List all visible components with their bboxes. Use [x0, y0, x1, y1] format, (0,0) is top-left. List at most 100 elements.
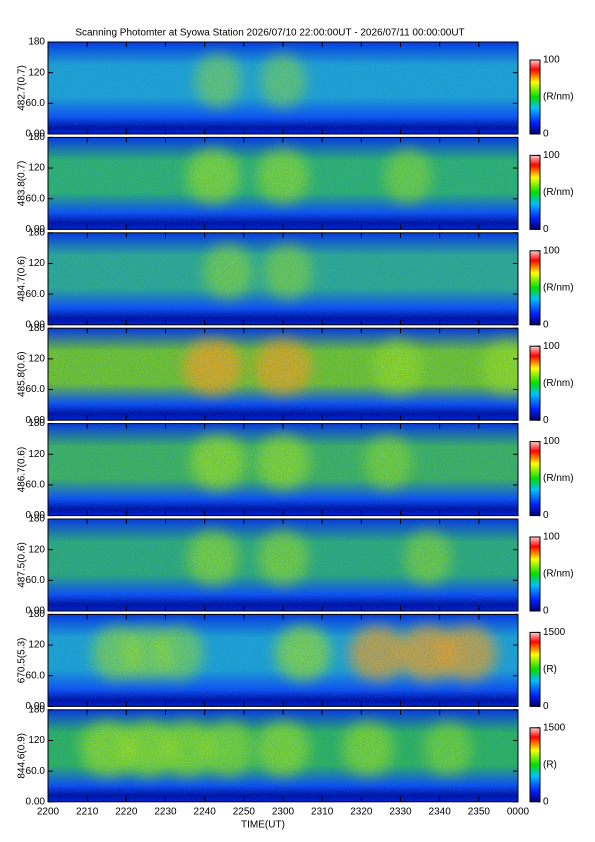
y-tick-label: 120	[28, 163, 45, 174]
y-tick-label: 60.0	[26, 289, 46, 300]
panel-image	[48, 519, 518, 611]
y-tick-label: 60.0	[26, 766, 46, 777]
colorbar-label: (R/nm)	[543, 378, 574, 389]
y-tick-label: 60.0	[26, 384, 46, 395]
y-axis-label: 844.6(0.9)	[17, 733, 28, 779]
colorbar	[529, 154, 541, 230]
y-axis-label: 484.7(0.6)	[17, 256, 28, 302]
y-axis-label: 486.7(0.6)	[17, 447, 28, 493]
colorbar	[529, 250, 541, 326]
colorbar	[529, 345, 541, 421]
y-tick-label: 180	[28, 323, 45, 334]
y-tick-label: 180	[28, 37, 45, 48]
colorbar-label: (R/nm)	[543, 92, 574, 103]
y-tick-label: 120	[28, 640, 45, 651]
x-tick-label: 2210	[76, 806, 99, 817]
y-tick-label: 60.0	[26, 98, 46, 109]
x-tick-label: 0000	[507, 806, 530, 817]
y-tick-label: 0.00	[26, 701, 46, 712]
y-axis-label: 670.5(5.3)	[17, 638, 28, 684]
y-tick-label: 0.00	[26, 796, 46, 807]
colorbar-tick-label: 100	[543, 55, 560, 66]
colorbar-tick-label: 1500	[543, 627, 566, 638]
colorbar-tick-label: 0	[543, 224, 549, 235]
speckle	[48, 137, 518, 230]
colorbar-tick-label: 100	[543, 245, 560, 256]
y-tick-label: 120	[28, 735, 45, 746]
y-tick-label: 120	[28, 354, 45, 365]
colorbar-label: (R)	[543, 759, 557, 770]
y-tick-label: 180	[28, 514, 45, 525]
y-tick-label: 120	[28, 544, 45, 555]
speckle	[48, 709, 518, 802]
y-tick-label: 180	[28, 609, 45, 620]
colorbar-tick-label: 0	[543, 415, 549, 426]
y-tick-label: 120	[28, 67, 45, 78]
y-axis-label: 485.8(0.6)	[17, 351, 28, 397]
colorbar	[529, 631, 541, 707]
x-tick-label: 2250	[233, 806, 256, 817]
panel-image	[48, 423, 518, 516]
colorbar-tick-label: 100	[543, 150, 560, 161]
y-tick-label: 0.00	[26, 129, 46, 140]
colorbar-tick-label: 1500	[543, 722, 566, 733]
colorbar-label: (R)	[543, 664, 557, 675]
colorbar	[529, 536, 541, 612]
speckle	[48, 614, 518, 707]
x-tick-label: 2330	[389, 806, 412, 817]
colorbar-label: (R/nm)	[543, 282, 574, 293]
colorbar	[529, 59, 541, 135]
x-tick-label: 2230	[154, 806, 177, 817]
panel-image	[48, 232, 518, 325]
colorbar-label: (R/nm)	[543, 187, 574, 198]
y-tick-label: 60.0	[26, 575, 46, 586]
x-tick-label: 2320	[350, 806, 373, 817]
panel-image	[48, 709, 518, 802]
colorbar-tick-label: 0	[543, 319, 549, 330]
panel-image	[48, 42, 518, 134]
colorbar	[529, 441, 541, 517]
y-tick-label: 0.00	[26, 224, 46, 235]
colorbar-tick-label: 100	[543, 436, 560, 447]
panel-image	[48, 328, 518, 421]
colorbar-tick-label: 0	[543, 701, 549, 712]
y-tick-label: 120	[28, 258, 45, 269]
colorbar-tick-label: 0	[543, 129, 549, 140]
colorbar-label: (R/nm)	[543, 569, 574, 580]
y-tick-label: 180	[28, 704, 45, 715]
x-tick-label: 2220	[115, 806, 138, 817]
y-tick-label: 120	[28, 449, 45, 460]
speckle	[48, 519, 518, 611]
colorbar-label: (R/nm)	[543, 473, 574, 484]
colorbar-tick-label: 0	[543, 606, 549, 617]
y-tick-label: 0.00	[26, 606, 46, 617]
y-tick-label: 60.0	[26, 480, 46, 491]
colorbar-tick-label: 100	[543, 341, 560, 352]
colorbar	[529, 727, 541, 803]
colorbar-tick-label: 0	[543, 796, 549, 807]
y-axis-label: 483.8(0.7)	[17, 161, 28, 207]
speckle	[48, 423, 518, 516]
y-tick-label: 180	[28, 418, 45, 429]
x-tick-label: 2350	[468, 806, 491, 817]
x-axis-label: TIME(UT)	[241, 819, 285, 830]
x-tick-label: 2200	[37, 806, 60, 817]
x-tick-label: 2310	[311, 806, 334, 817]
panel-image	[48, 137, 518, 230]
y-tick-label: 180	[28, 227, 45, 238]
colorbar-tick-label: 100	[543, 532, 560, 543]
y-tick-label: 0.00	[26, 415, 46, 426]
speckle	[48, 232, 518, 325]
speckle	[48, 328, 518, 421]
y-tick-label: 180	[28, 132, 45, 143]
y-axis-label: 487.5(0.6)	[17, 542, 28, 588]
x-tick-label: 2240	[194, 806, 217, 817]
colorbar-tick-label: 0	[543, 510, 549, 521]
y-tick-label: 0.00	[26, 319, 46, 330]
speckle	[48, 42, 518, 134]
panel-image	[48, 614, 518, 707]
y-tick-label: 0.00	[26, 510, 46, 521]
chart-title: Scanning Photomter at Syowa Station 2026…	[75, 28, 464, 39]
y-tick-label: 60.0	[26, 193, 46, 204]
